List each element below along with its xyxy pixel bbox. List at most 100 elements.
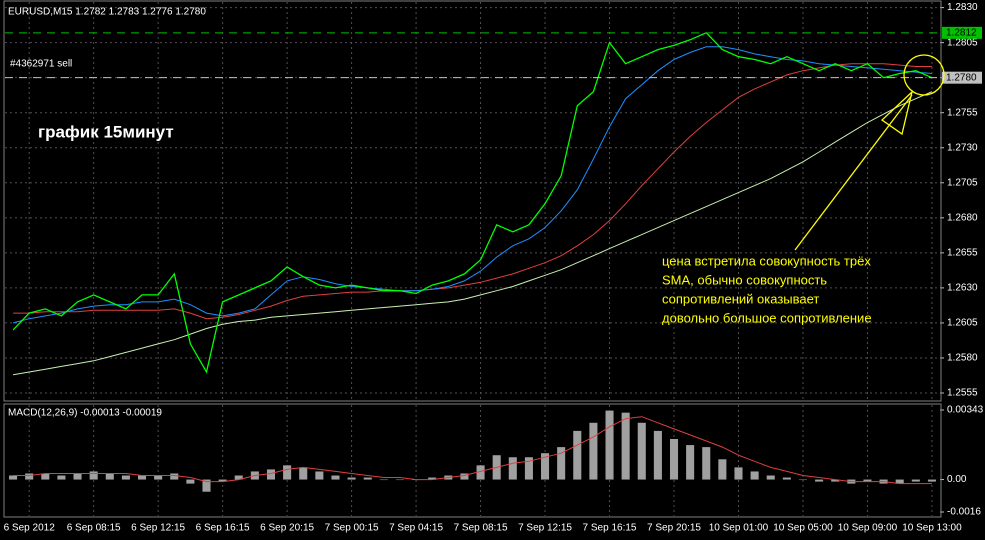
bar bbox=[589, 422, 598, 480]
x-tick-label: 10 Sep 13:00 bbox=[902, 523, 962, 534]
callout bbox=[794, 54, 945, 251]
bar bbox=[718, 459, 727, 480]
bar bbox=[218, 479, 227, 482]
series-line bbox=[13, 63, 932, 320]
note: цена встретила совокупность трёх SMA, обы… bbox=[662, 253, 872, 325]
bar bbox=[234, 475, 243, 480]
y-tick-label: 1.2830 bbox=[947, 2, 978, 13]
bar bbox=[702, 447, 711, 480]
level-box bbox=[942, 71, 982, 84]
x-tick-label: 7 Sep 04:15 bbox=[389, 523, 443, 534]
x-tick-label: 6 Sep 16:15 bbox=[196, 523, 250, 534]
bar bbox=[669, 438, 679, 480]
highlight-circle bbox=[903, 54, 945, 96]
macd-frame bbox=[3, 403, 942, 518]
bar bbox=[379, 479, 388, 481]
note-line: сопротивлений оказывает bbox=[662, 291, 819, 306]
signal-line bbox=[13, 416, 932, 485]
bar bbox=[266, 469, 276, 480]
x-tick-label: 7 Sep 20:15 bbox=[647, 523, 701, 534]
x-tick-label: 6 Sep 2012 bbox=[4, 523, 56, 534]
bar bbox=[927, 479, 936, 482]
y-tick-label: 1.2605 bbox=[947, 318, 978, 329]
note-line: цена встретила совокупность трёх bbox=[662, 253, 871, 268]
x-tick-label: 7 Sep 16:15 bbox=[583, 523, 637, 534]
note-line: SMA, обычно совокупность bbox=[662, 272, 827, 287]
y-tick-label: -0.0016 bbox=[947, 507, 981, 518]
bar bbox=[347, 477, 356, 480]
y-tick-label: 1.2655 bbox=[947, 247, 978, 258]
bar bbox=[863, 479, 872, 482]
bar bbox=[766, 475, 775, 480]
x-tick-label: 6 Sep 08:15 bbox=[67, 523, 121, 534]
y-tick-label: 1.2630 bbox=[947, 283, 978, 294]
bar bbox=[798, 479, 808, 481]
bar bbox=[557, 447, 566, 480]
y-tick-label: 1.2555 bbox=[947, 388, 978, 399]
bar bbox=[573, 430, 582, 480]
bar bbox=[524, 457, 533, 480]
bar bbox=[57, 475, 66, 480]
annotation: график 15минут bbox=[38, 122, 174, 141]
bar bbox=[782, 477, 791, 480]
y-tick-label: 1.2705 bbox=[947, 177, 978, 188]
level-label: 1.2812 bbox=[946, 27, 977, 38]
y-tick-label: 1.2805 bbox=[947, 37, 978, 48]
x-tick-label: 7 Sep 08:15 bbox=[454, 523, 508, 534]
bar bbox=[73, 473, 82, 480]
chart-title: EURUSD,M15 1.2782 1.2783 1.2776 1.2780 bbox=[8, 7, 206, 18]
x-tick-label: 6 Sep 20:15 bbox=[260, 523, 314, 534]
note-line: довольно большое сопротивление bbox=[662, 310, 872, 325]
x-tick-label: 7 Sep 00:15 bbox=[325, 523, 379, 534]
bar bbox=[686, 445, 695, 480]
bar bbox=[41, 473, 50, 480]
y-tick-label: 1.2730 bbox=[947, 142, 978, 153]
price-frame bbox=[3, 0, 942, 402]
bar bbox=[605, 410, 614, 480]
bar bbox=[89, 471, 98, 480]
bar bbox=[137, 475, 147, 480]
bar bbox=[25, 473, 34, 480]
bar bbox=[911, 479, 920, 482]
arrow-head bbox=[880, 90, 914, 136]
y-tick-label: 1.2680 bbox=[947, 212, 978, 223]
bar bbox=[283, 465, 292, 480]
level-label: 1.2780 bbox=[946, 72, 977, 83]
x-tick-label: 6 Sep 12:15 bbox=[131, 523, 185, 534]
bar bbox=[750, 471, 759, 480]
bar bbox=[121, 475, 130, 480]
macd-title: MACD(12,26,9) -0.00013 -0.00019 bbox=[8, 408, 162, 419]
bar bbox=[331, 475, 340, 480]
bar bbox=[202, 479, 211, 492]
bar bbox=[299, 467, 308, 480]
x-tick-label: 10 Sep 05:00 bbox=[773, 523, 833, 534]
bar bbox=[363, 477, 372, 480]
bar bbox=[653, 430, 662, 480]
bar bbox=[621, 412, 630, 480]
series-line bbox=[12, 32, 933, 374]
y-tick-label: 1.2755 bbox=[947, 107, 978, 118]
y-tick-label: 0.00 bbox=[947, 474, 967, 485]
y-tick-label: 0.00343 bbox=[947, 405, 984, 416]
level-box bbox=[942, 26, 982, 39]
order-label: #4362971 sell bbox=[10, 59, 72, 70]
bar bbox=[395, 479, 404, 481]
bar bbox=[154, 475, 163, 480]
bar bbox=[508, 457, 517, 480]
bar bbox=[895, 479, 904, 484]
bar bbox=[637, 422, 646, 480]
x-tick-label: 7 Sep 12:15 bbox=[518, 523, 572, 534]
plot-layer: 6 Sep 2012 6 Sep 08:15 6 Sep 12:15 6 Sep 16… bbox=[4, 2, 984, 534]
x-tick-label: 10 Sep 01:00 bbox=[709, 523, 769, 534]
bar bbox=[105, 473, 114, 480]
bar bbox=[815, 479, 824, 482]
x-tick-label: 10 Sep 09:00 bbox=[838, 523, 898, 534]
bar bbox=[460, 473, 469, 480]
bar bbox=[541, 453, 550, 480]
y-tick-label: 1.2580 bbox=[947, 353, 978, 364]
bar bbox=[476, 465, 485, 480]
bar bbox=[186, 479, 195, 484]
